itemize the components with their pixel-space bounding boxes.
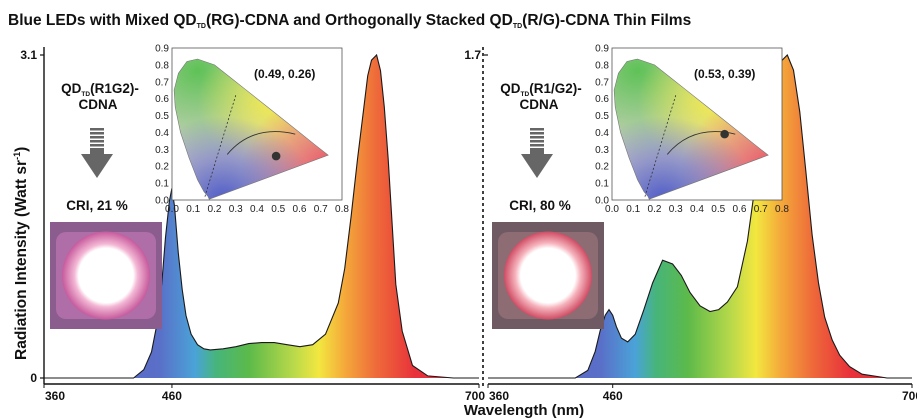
cie-y-tick: 0.7 <box>595 77 609 88</box>
cie-x-tick: 0.4 <box>250 204 264 215</box>
cie-x-tick: 0.1 <box>186 204 200 215</box>
cie-x-tick: 0.2 <box>648 204 662 215</box>
spectrum-line <box>44 53 479 379</box>
cie-y-tick: 0.6 <box>595 94 609 105</box>
cie-x-tick: 0.8 <box>335 204 349 215</box>
figure-title: Blue LEDs with Mixed QDTD(RG)-CDNA and O… <box>8 12 691 30</box>
sample-label: QDTD(R1/G2)- <box>500 81 581 98</box>
right-panel: 360 460 700 1.7 QDTD(R1/G2)-CDNA CRI, 80 % (0.… <box>464 44 917 404</box>
cie-y-tick: 0.3 <box>595 145 609 156</box>
cie-y-tick: 0.2 <box>155 162 169 173</box>
cie-x-tick: 0.3 <box>229 204 243 215</box>
spectrum-line <box>488 54 912 379</box>
down-arrow-icon <box>81 128 113 178</box>
cie-x-tick: 0.7 <box>754 204 768 215</box>
cie-dashed-line <box>204 95 237 197</box>
planckian-locus <box>226 131 296 155</box>
cie-x-tick: 0.1 <box>626 204 640 215</box>
cie-y-tick: 0.4 <box>155 128 169 139</box>
left-panel: 360 460 700 0 3.1 QDTD(R1G2)-CDNA CRI, 21 % (0.… <box>20 44 485 404</box>
cie-x-tick: 0.6 <box>293 204 307 215</box>
cie-y-tick: 0.4 <box>595 128 609 139</box>
cie-x-tick: 0.3 <box>669 204 683 215</box>
cie-x-tick: 0.7 <box>314 204 328 215</box>
cri-label: CRI, 80 % <box>509 198 571 213</box>
x-tick-label: 360 <box>45 389 65 403</box>
cie-y-tick: 0.3 <box>155 145 169 156</box>
cie-diagram-inset: (0.49, 0.26) 0.0 0.1 0.2 0.3 0.4 0.5 0.6 0.7 0.8 0… <box>155 44 349 216</box>
cie-y-tick: 0.8 <box>155 60 169 71</box>
cie-x-tick: 0.5 <box>271 204 285 215</box>
cie-coordinate-label: (0.49, 0.26) <box>254 67 315 81</box>
cie-y-tick: 0.5 <box>155 111 169 122</box>
cie-point <box>271 151 281 161</box>
sample-label-line2: CDNA <box>79 97 118 112</box>
cie-y-tick: 0.0 <box>155 196 169 207</box>
cie-x-tick: 0.0 <box>605 204 619 215</box>
led-photo <box>492 222 604 329</box>
y-tick-label: 0 <box>30 371 37 385</box>
x-tick-label: 460 <box>162 389 182 403</box>
led-photo <box>50 222 162 329</box>
cie-y-tick: 0.9 <box>595 44 609 55</box>
cie-y-tick: 0.5 <box>595 111 609 122</box>
cie-x-tick: 0.5 <box>711 204 725 215</box>
sample-label-line2: CDNA <box>520 97 559 112</box>
x-tick-label: 460 <box>603 389 623 403</box>
cie-x-tick: 0.2 <box>208 204 222 215</box>
cie-diagram-inset: (0.53, 0.39) 0.0 0.1 0.2 0.3 0.4 0.5 0.6 0.7 0.8 0… <box>595 44 789 216</box>
cie-x-tick: 0.4 <box>690 204 704 215</box>
cie-y-tick: 0.0 <box>595 196 609 207</box>
cie-y-tick: 0.1 <box>595 179 609 190</box>
cie-x-tick: 0.8 <box>775 204 789 215</box>
y-tick-label: 1.7 <box>464 48 481 62</box>
spectrum-area <box>488 55 912 378</box>
cie-y-tick: 0.9 <box>155 44 169 55</box>
x-tick-label: 700 <box>465 389 485 403</box>
cie-x-tick: 0.0 <box>165 204 179 215</box>
spectrum-area <box>44 55 479 378</box>
sample-label: QDTD(R1G2)- <box>61 81 139 98</box>
cie-coordinate-label: (0.53, 0.39) <box>694 67 755 81</box>
y-axis-label: Radiation Intensity (Watt sr-1) <box>12 147 30 360</box>
x-tick-label: 360 <box>489 389 509 403</box>
cie-y-tick: 0.8 <box>595 60 609 71</box>
cie-dashed-line <box>644 95 677 197</box>
x-axis-label: Wavelength (nm) <box>464 402 584 418</box>
cie-y-tick: 0.6 <box>155 94 169 105</box>
cie-y-tick: 0.2 <box>595 162 609 173</box>
cie-y-tick: 0.1 <box>155 179 169 190</box>
down-arrow-icon <box>521 128 553 178</box>
cie-y-tick: 0.7 <box>155 77 169 88</box>
cie-point <box>720 129 729 139</box>
x-tick-label: 700 <box>902 389 917 403</box>
cie-x-tick: 0.6 <box>733 204 747 215</box>
y-tick-label: 3.1 <box>20 48 37 62</box>
cri-label: CRI, 21 % <box>66 198 128 213</box>
